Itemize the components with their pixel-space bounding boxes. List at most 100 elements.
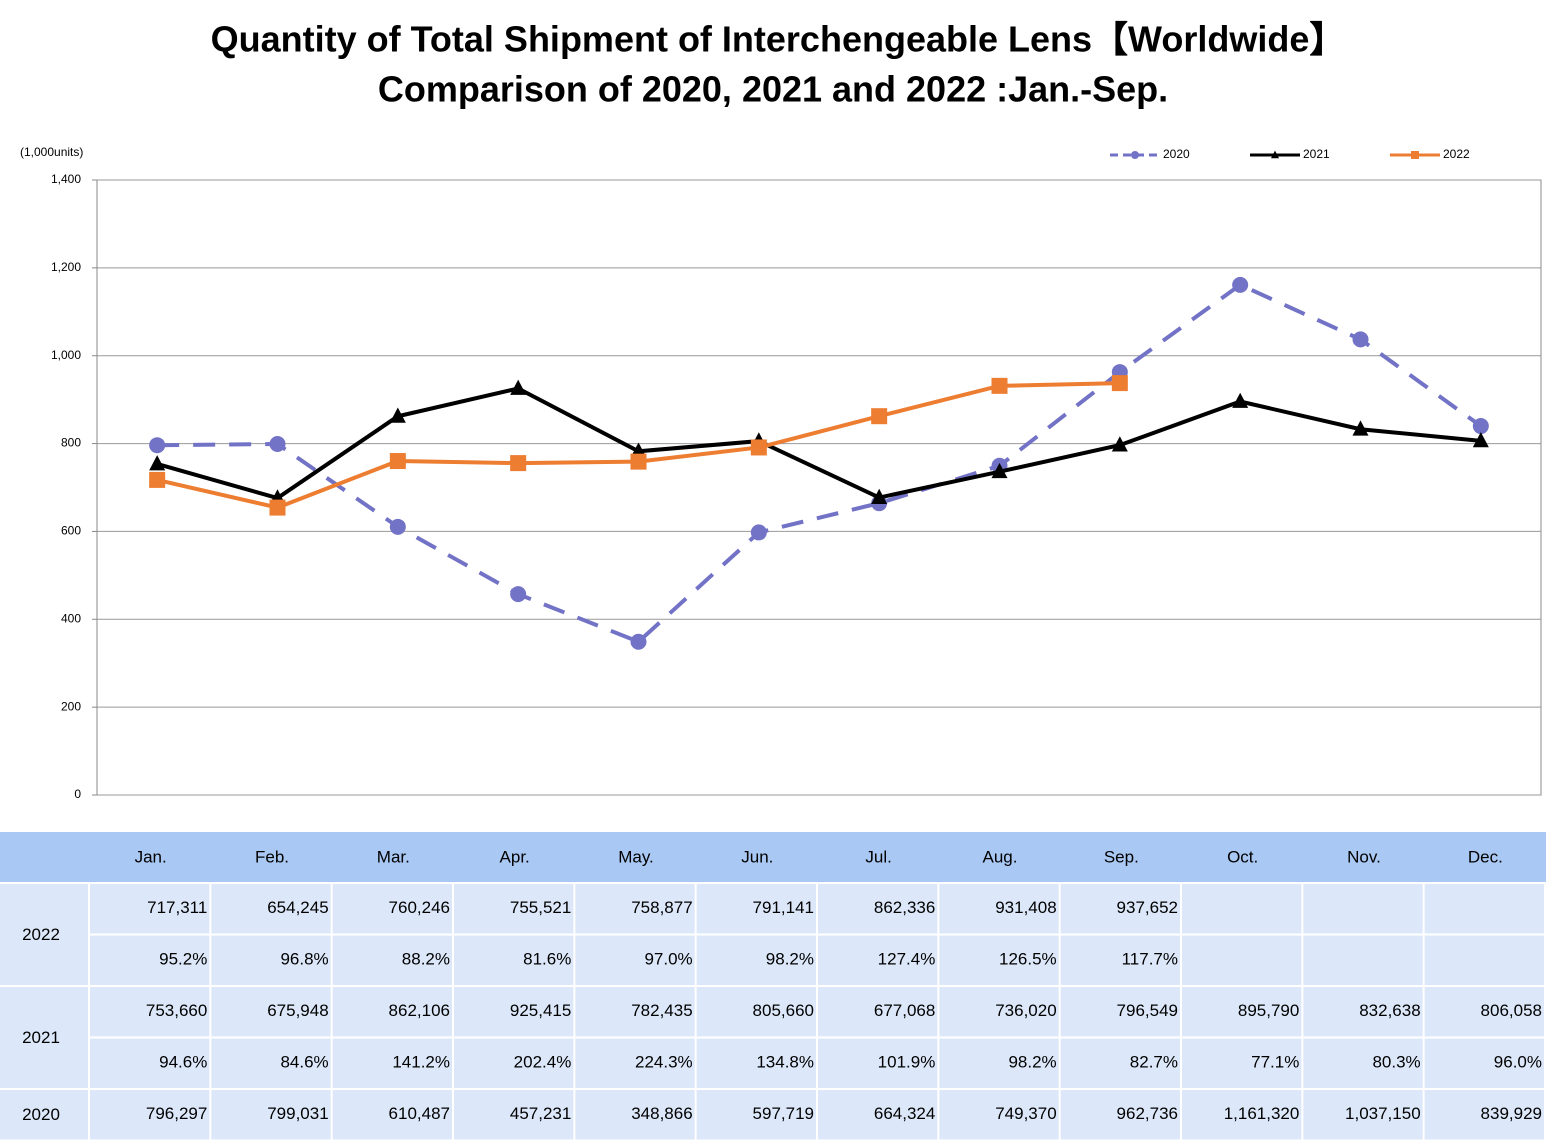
table-cell: [939, 884, 1059, 934]
point: [630, 633, 647, 650]
y-tick-label: 1,200: [51, 260, 81, 274]
point: [510, 379, 527, 395]
y-tick-label: 600: [61, 524, 81, 538]
table-header: Jan.: [135, 847, 167, 866]
table-cell: [575, 1090, 695, 1140]
table-cell: [939, 935, 1059, 985]
cell-value: 654,245: [267, 898, 328, 917]
cell-value: 97.0%: [644, 950, 692, 969]
table-header: Aug.: [983, 847, 1018, 866]
cell-value: 839,929: [1481, 1104, 1542, 1123]
table-cell: [211, 1090, 331, 1140]
cell-value: 1,037,150: [1345, 1104, 1421, 1123]
table-cell: [1303, 1090, 1423, 1140]
table-cell: [211, 884, 331, 934]
point: [1352, 331, 1369, 348]
cell-value: 1,161,320: [1224, 1104, 1300, 1123]
cell-value: 758,877: [631, 898, 692, 917]
table-header: Nov.: [1347, 847, 1381, 866]
cell-value: 895,790: [1238, 1001, 1299, 1020]
table-cell: [575, 935, 695, 985]
table-cell: [1424, 884, 1544, 934]
cell-value: 117.7%: [1122, 950, 1178, 969]
point: [750, 439, 767, 456]
cell-value: 94.6%: [159, 1053, 207, 1072]
row-label-cell: [0, 1090, 88, 1140]
cell-value: 805,660: [753, 1001, 814, 1020]
cell-value: 96.0%: [1494, 1053, 1542, 1072]
point: [991, 462, 1008, 479]
cell-value: 925,415: [510, 1001, 571, 1020]
cell-value: 224.3%: [635, 1053, 693, 1072]
legend-label: 2021: [1303, 147, 1330, 161]
table-cell: [1060, 935, 1180, 985]
point: [510, 586, 527, 603]
point: [1232, 276, 1249, 293]
table-cell: [454, 884, 574, 934]
cell-value: 664,324: [874, 1104, 935, 1123]
cell-value: 98.2%: [766, 950, 814, 969]
cell-value: 127.4%: [878, 950, 936, 969]
table-cell: [818, 987, 938, 1037]
table-cell: [1424, 987, 1544, 1037]
cell-value: 806,058: [1481, 1001, 1542, 1020]
cell-value: 88.2%: [402, 950, 450, 969]
table-header: Sep.: [1104, 847, 1139, 866]
cell-value: 126.5%: [999, 950, 1057, 969]
cell-value: 141.2%: [392, 1053, 450, 1072]
table-cell: [90, 884, 210, 934]
point: [1411, 151, 1419, 159]
table-header: May.: [618, 847, 654, 866]
legend-label: 2022: [1443, 147, 1470, 161]
table-cell: [1182, 987, 1302, 1037]
cell-value: 749,370: [995, 1104, 1056, 1123]
series-line: [156, 386, 1482, 501]
table-cell: [939, 1090, 1059, 1140]
point: [991, 377, 1008, 394]
row-label: 2020: [22, 1105, 60, 1124]
table-cell: [454, 1038, 574, 1088]
table-cell: [1060, 1038, 1180, 1088]
cell-value: 782,435: [631, 1001, 692, 1020]
chart-title: Quantity of Total Shipment of Intercheng…: [211, 19, 1346, 60]
cell-value: 95.2%: [159, 950, 207, 969]
row-label-cell: [0, 987, 88, 1088]
series-line: [157, 282, 1482, 645]
table-cell: [818, 935, 938, 985]
table-cell: [332, 884, 452, 934]
cell-value: 717,311: [147, 898, 207, 917]
row-label: 2021: [22, 1028, 60, 1047]
point: [510, 455, 527, 472]
point: [1111, 436, 1128, 452]
table-cell: [1182, 1090, 1302, 1140]
table-cell: [1182, 884, 1302, 934]
table-header: Mar.: [377, 847, 410, 866]
table-cell: [818, 1090, 938, 1140]
table-cell: [332, 1038, 452, 1088]
table-cell: [939, 987, 1059, 1037]
table-header: Feb.: [255, 847, 289, 866]
table-cell: [1424, 1038, 1544, 1088]
cell-value: 597,719: [753, 1104, 814, 1123]
cell-value: 82.7%: [1130, 1053, 1178, 1072]
table-cell: [1424, 935, 1544, 985]
point: [389, 453, 406, 470]
y-tick-label: 200: [61, 699, 81, 713]
table-header: Apr.: [500, 847, 530, 866]
point: [149, 437, 166, 454]
table-header-bg: [0, 832, 1546, 882]
cell-value: 937,652: [1117, 898, 1178, 917]
table-cell: [454, 1090, 574, 1140]
chart-subtitle: Comparison of 2020, 2021 and 2022 :Jan.-…: [378, 69, 1168, 110]
cell-value: 753,660: [146, 1001, 207, 1020]
table-cell: [211, 987, 331, 1037]
table-cell: [90, 987, 210, 1037]
table-header: Jun.: [741, 847, 773, 866]
cell-value: 736,020: [995, 1001, 1056, 1020]
point: [269, 435, 286, 452]
table-cell: [1303, 935, 1423, 985]
point: [149, 471, 166, 488]
y-tick-label: 800: [61, 436, 81, 450]
cell-value: 77.1%: [1251, 1053, 1299, 1072]
row-label-cell: [0, 884, 88, 985]
